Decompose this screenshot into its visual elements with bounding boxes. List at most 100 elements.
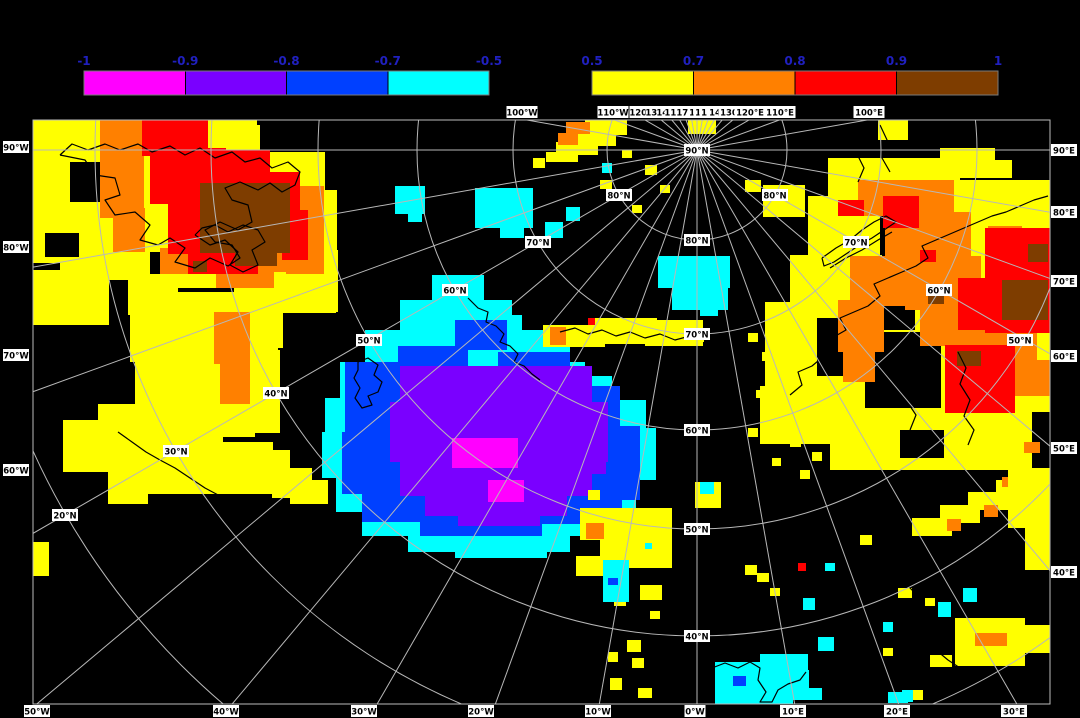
longitude-label-top-box [506, 106, 538, 118]
longitude-label-left: 80°W [3, 244, 29, 254]
colorbar-segment [286, 70, 389, 96]
data-cell [975, 633, 1007, 646]
data-cell [622, 150, 632, 158]
data-cell [475, 188, 533, 228]
data-cell [812, 452, 822, 461]
data-cell [588, 490, 600, 500]
meridian-line [696, 149, 1050, 280]
data-cell [560, 422, 606, 474]
latitude-label: 70°N [685, 331, 708, 341]
coastline [899, 577, 961, 669]
data-cell [958, 278, 988, 330]
latitude-label: 70°N [844, 239, 867, 249]
coastline [194, 224, 266, 273]
data-cell [878, 120, 908, 140]
data-cell [1020, 625, 1050, 653]
data-cell [645, 165, 657, 175]
longitude-label-top: 120°W [629, 109, 661, 119]
parallel-circle [94, 120, 1050, 704]
data-cell [818, 637, 834, 651]
latitude-label: 50°N [685, 526, 708, 536]
longitude-label-right-box [1051, 566, 1077, 578]
data-cell [608, 652, 618, 662]
meridian-line [33, 149, 698, 268]
data-cell [546, 152, 578, 162]
data-cell [458, 512, 540, 526]
data-cell [883, 196, 919, 228]
latitude-label-box [52, 509, 78, 521]
latitude-label: 80°N [607, 192, 630, 202]
data-cell [808, 688, 822, 700]
colorbar-negative: -1 -0.9 -0.8 -0.7 -0.5 [77, 54, 502, 96]
longitude-label-left-box [3, 464, 29, 476]
data-cell [757, 573, 769, 582]
latitude-label: 40°N [685, 633, 708, 643]
data-cell [193, 261, 207, 272]
data-cell [658, 256, 730, 288]
data-cell [533, 158, 545, 168]
data-cell [1028, 244, 1048, 262]
longitude-label-right: 90°E [1053, 147, 1075, 157]
data-cell [135, 330, 175, 405]
data-cell [772, 458, 781, 466]
meridian-line [696, 149, 1018, 704]
data-cell [550, 327, 566, 345]
longitude-label-top: 120°E [736, 109, 764, 119]
longitude-label-right-box [1051, 144, 1077, 156]
longitude-label-bottom: 10°W [585, 708, 611, 718]
colorbar-tick-label: 0.8 [784, 54, 805, 68]
data-cell [938, 602, 951, 617]
latitude-label-box [525, 236, 551, 248]
latitude-label-box [1007, 334, 1033, 346]
longitude-label-bottom-box [351, 705, 377, 717]
longitude-label-right: 60°E [1053, 353, 1075, 363]
data-cell [1002, 280, 1048, 320]
colorbar-positive: 0.5 0.7 0.8 0.9 1 [581, 54, 1002, 96]
data-cell [500, 226, 524, 238]
data-cell [803, 598, 815, 610]
latitude-label-box [163, 445, 189, 457]
meridian-line [696, 149, 796, 704]
data-cell [400, 366, 592, 406]
latitude-label: 50°N [357, 337, 380, 347]
graticule-labels-layer: 80°N 70°N 60°N 50°N 40°N 30°N 20°N 80°N 70°N 60°N… [3, 106, 1077, 718]
latitude-label: 50°N [1008, 337, 1031, 347]
longitude-label-bottom-box [780, 705, 806, 717]
data-cell [627, 640, 641, 652]
data-cell [558, 133, 578, 145]
latitude-label: 60°N [443, 287, 466, 297]
meridian-line [376, 149, 698, 704]
coastline [829, 231, 893, 269]
longitude-label-right: 80°E [1053, 209, 1075, 219]
data-cell [290, 480, 328, 504]
coastline [957, 351, 975, 446]
longitude-label-bottom: 10°E [782, 708, 804, 718]
latitude-label: 70°N [526, 239, 549, 249]
colorbar-tick-label: -0.7 [375, 54, 401, 68]
data-cell [898, 588, 912, 598]
data-cell [748, 428, 758, 437]
data-cell [688, 120, 716, 134]
pole-label-box [684, 144, 710, 156]
longitude-label-bottom: 50°W [24, 708, 50, 718]
latitude-label-box [843, 236, 869, 248]
data-cell [1024, 442, 1040, 453]
data-cell [200, 183, 290, 253]
latitude-label-box [606, 189, 632, 201]
colorbar-tick-label: -0.9 [172, 54, 198, 68]
data-cell [984, 505, 998, 517]
latitude-label-box [356, 334, 382, 346]
data-cell [785, 670, 809, 700]
longitude-label-bottom-box [585, 705, 611, 717]
longitude-label-top-box [734, 106, 766, 118]
data-cell [947, 519, 961, 531]
latitude-label-box [263, 387, 289, 399]
latitude-label-box [926, 284, 952, 296]
longitude-label-top: 100°W [506, 109, 538, 119]
longitude-label-top-box [597, 106, 629, 118]
colorbar-tick-label: 1 [994, 54, 1002, 68]
longitude-label-bottom-box [24, 705, 50, 717]
data-cell [452, 438, 518, 468]
colorbar-segment [794, 70, 897, 96]
